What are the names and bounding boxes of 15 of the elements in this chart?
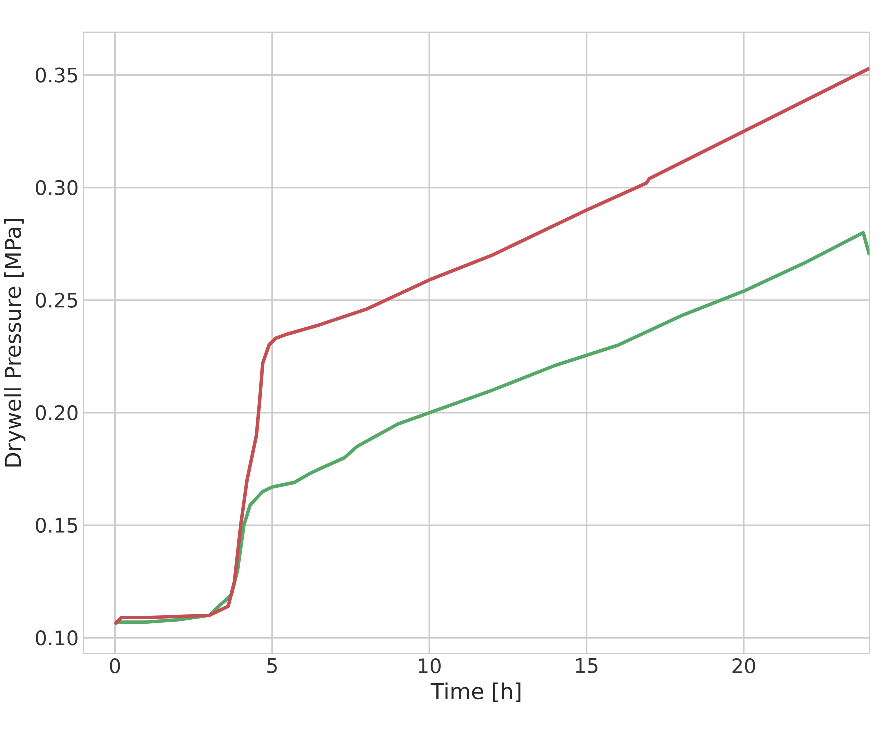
x-axis-title: Time [h] xyxy=(430,682,521,702)
x-tick-label: 0 xyxy=(110,658,120,674)
line-series xyxy=(113,66,870,626)
x-tick-label: 10 xyxy=(419,658,441,674)
y-tick-label: 0.15 xyxy=(36,518,78,534)
x-tick-label: 15 xyxy=(576,658,598,674)
x-tick-label: 20 xyxy=(732,658,756,674)
y-tick-label: 0.30 xyxy=(36,180,78,196)
y-tick-label: 0.35 xyxy=(36,68,78,83)
x-tick-label: 5 xyxy=(268,658,277,674)
y-axis-title: Drywell Pressure [MPa] xyxy=(4,219,26,467)
y-tick-label: 0.25 xyxy=(36,292,78,308)
y-tick-label: 0.20 xyxy=(36,406,78,421)
y-tick-label: 0.10 xyxy=(36,630,78,646)
line-series xyxy=(113,231,870,624)
